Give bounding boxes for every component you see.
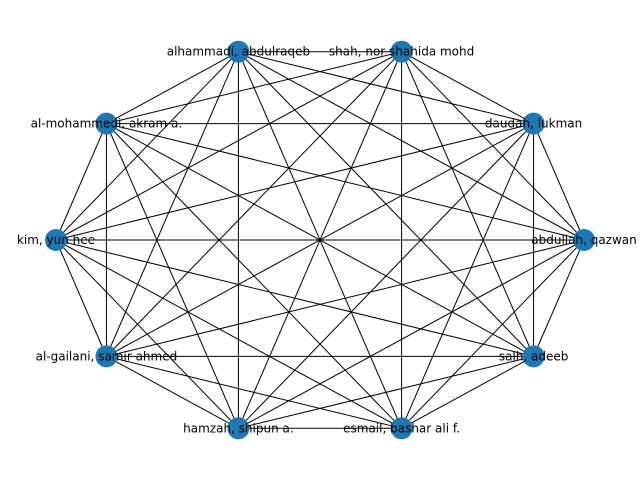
edge-kim-salh <box>55 239 534 357</box>
edge-kim-hamzah <box>55 239 239 429</box>
edge-algailani-esmail <box>106 355 402 429</box>
node-label-daudah: daudah, lukman <box>485 117 582 131</box>
edge-shah-kim <box>55 51 402 241</box>
node-label-almohammedi: al-mohammedi, akram a. <box>31 117 183 131</box>
edge-almohammedi-kim <box>55 123 107 241</box>
node-label-abdullah: abdullah, qazwan <box>531 233 637 247</box>
edge-esmail-salh <box>401 355 534 429</box>
edge-almohammedi-hamzah <box>105 123 239 429</box>
node-alhammadi <box>227 40 250 63</box>
node-algailani <box>95 345 118 368</box>
edge-alhammadi-algailani <box>105 51 239 357</box>
node-label-salh: salh, adeeb <box>499 349 569 363</box>
labels-layer: abdullah, qazwan daudah, lukman shah, nor … <box>17 45 637 436</box>
edge-kim-algailani <box>55 239 107 357</box>
node-label-kim: kim, yun hee <box>17 233 95 247</box>
node-label-shah: shah, nor shahida mohd <box>329 45 474 59</box>
node-daudah <box>522 112 545 135</box>
node-kim <box>45 229 67 251</box>
edge-abdullah-alhammadi <box>238 51 585 241</box>
edge-daudah-shah <box>401 51 534 125</box>
edge-alhammadi-almohammedi <box>106 51 239 125</box>
edge-almohammedi-esmail <box>106 123 402 429</box>
edge-daudah-esmail <box>401 123 535 429</box>
node-esmail <box>390 417 413 440</box>
nodes-layer <box>45 40 595 440</box>
node-abdullah <box>573 229 595 251</box>
node-hamzah <box>227 417 250 440</box>
edge-shah-salh <box>401 51 535 357</box>
node-label-hamzah: hamzah, shipun a. <box>183 421 294 435</box>
node-shah <box>390 40 413 63</box>
node-label-algailani: al-gailani, samir ahmed <box>36 349 178 363</box>
node-salh <box>522 345 545 368</box>
edge-alhammadi-salh <box>238 51 534 357</box>
edge-kim-esmail <box>55 239 402 429</box>
edge-algailani-hamzah <box>106 355 239 429</box>
edge-abdullah-hamzah <box>238 239 585 429</box>
edge-abdullah-daudah <box>533 123 585 241</box>
edge-almohammedi-salh <box>106 123 534 357</box>
node-label-alhammadi: alhammadi, abdulraqeb <box>167 45 310 59</box>
edge-hamzah-salh <box>238 355 534 429</box>
node-almohammedi <box>95 112 118 135</box>
edges-layer <box>55 51 585 429</box>
node-label-esmail: esmail, bashar ali f. <box>343 421 460 435</box>
edge-abdullah-salh <box>533 239 585 357</box>
